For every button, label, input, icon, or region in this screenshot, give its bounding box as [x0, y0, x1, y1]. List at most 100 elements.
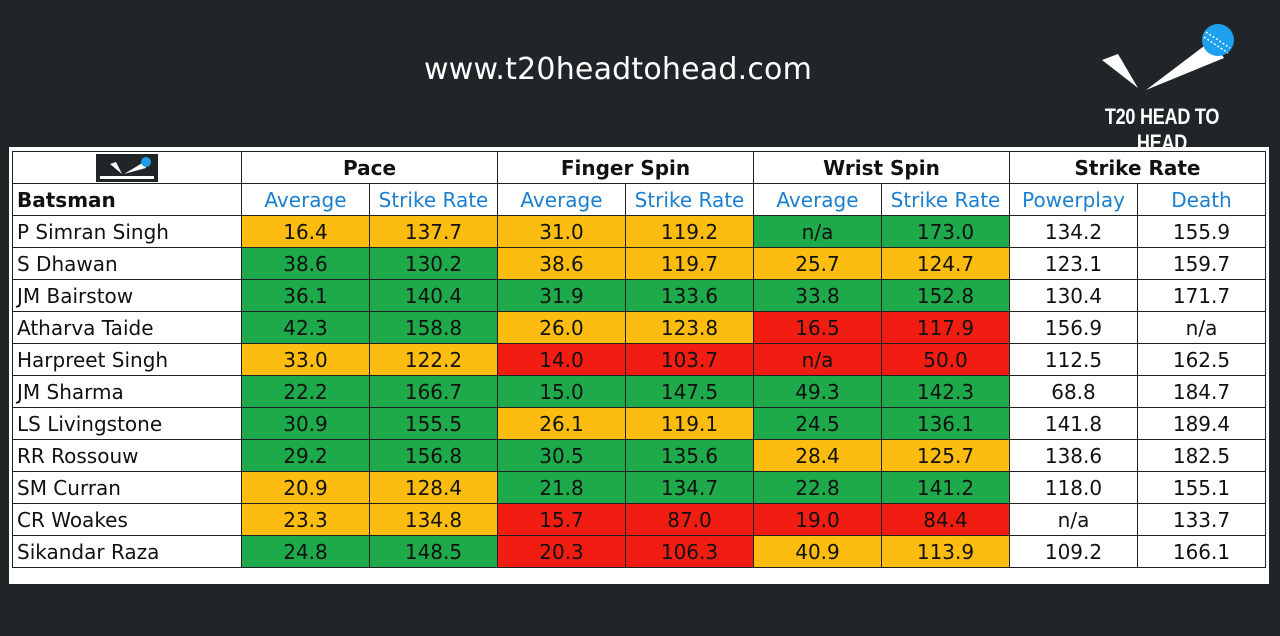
batsman-name: SM Curran: [12, 471, 242, 504]
stat-cell: 20.9: [241, 471, 370, 504]
head-to-head-table: Pace Finger Spin Wrist Spin Strike Rate …: [12, 151, 1266, 568]
stat-cell: 136.1: [881, 407, 1010, 440]
stat-cell: 38.6: [497, 247, 626, 280]
stat-cell: 173.0: [881, 215, 1010, 248]
column-header: Death: [1137, 183, 1266, 216]
table-row: CR Woakes 23.3 134.8 15.7 87.0 19.0 84.4 n/a 133…: [12, 503, 1266, 536]
table-row: JM Bairstow 36.1 140.4 31.9 133.6 33.8 152.8 13…: [12, 279, 1266, 312]
stat-cell: 119.2: [625, 215, 754, 248]
stat-cell: 148.5: [369, 535, 498, 568]
column-header: Average: [497, 183, 626, 216]
stat-cell: 118.0: [1009, 471, 1138, 504]
stat-cell: 184.7: [1137, 375, 1266, 408]
stat-cell: 135.6: [625, 439, 754, 472]
batsman-name: RR Rossouw: [12, 439, 242, 472]
stat-cell: 128.4: [369, 471, 498, 504]
stat-cell: 16.5: [753, 311, 882, 344]
stat-cell: 137.7: [369, 215, 498, 248]
table-row: S Dhawan 38.6 130.2 38.6 119.7 25.7 124.7 123.1…: [12, 247, 1266, 280]
batsman-name: S Dhawan: [12, 247, 242, 280]
stat-cell: 31.9: [497, 279, 626, 312]
stat-cell: n/a: [1009, 503, 1138, 536]
stat-cell: 30.9: [241, 407, 370, 440]
stat-cell: 16.4: [241, 215, 370, 248]
stat-cell: 122.2: [369, 343, 498, 376]
stat-cell: 158.8: [369, 311, 498, 344]
table-row: P Simran Singh 16.4 137.7 31.0 119.2 n/a 173.0…: [12, 215, 1266, 248]
column-header-row: Batsman Average Strike Rate Average Stri…: [12, 183, 1266, 216]
stat-cell: 124.7: [881, 247, 1010, 280]
group-header-finger-spin: Finger Spin: [497, 151, 754, 184]
stat-cell: n/a: [753, 343, 882, 376]
stat-cell: 15.7: [497, 503, 626, 536]
stat-cell: 68.8: [1009, 375, 1138, 408]
stat-cell: 162.5: [1137, 343, 1266, 376]
batsman-name: LS Livingstone: [12, 407, 242, 440]
column-header: Powerplay: [1009, 183, 1138, 216]
stat-cell: 22.2: [241, 375, 370, 408]
stat-cell: 36.1: [241, 279, 370, 312]
stat-cell: 109.2: [1009, 535, 1138, 568]
stat-cell: 25.7: [753, 247, 882, 280]
stat-cell: 130.4: [1009, 279, 1138, 312]
stat-cell: 134.2: [1009, 215, 1138, 248]
stats-sheet: Pace Finger Spin Wrist Spin Strike Rate …: [9, 147, 1269, 584]
batsman-header: Batsman: [12, 183, 242, 216]
column-header: Average: [753, 183, 882, 216]
column-header: Strike Rate: [881, 183, 1010, 216]
column-header: Strike Rate: [625, 183, 754, 216]
stat-cell: 134.7: [625, 471, 754, 504]
stat-cell: n/a: [1137, 311, 1266, 344]
stat-cell: 23.3: [241, 503, 370, 536]
stat-cell: 50.0: [881, 343, 1010, 376]
stat-cell: 133.6: [625, 279, 754, 312]
stat-cell: 130.2: [369, 247, 498, 280]
stat-cell: 31.0: [497, 215, 626, 248]
stat-cell: 166.7: [369, 375, 498, 408]
stat-cell: 26.0: [497, 311, 626, 344]
table-row: Harpreet Singh 33.0 122.2 14.0 103.7 n/a 50.0 1…: [12, 343, 1266, 376]
stat-cell: 112.5: [1009, 343, 1138, 376]
stat-cell: 117.9: [881, 311, 1010, 344]
site-url: www.t20headtohead.com: [423, 52, 813, 87]
group-header-pace: Pace: [241, 151, 498, 184]
stat-cell: 147.5: [625, 375, 754, 408]
stat-cell: 141.2: [881, 471, 1010, 504]
stat-cell: 49.3: [753, 375, 882, 408]
batsman-name: Sikandar Raza: [12, 535, 242, 568]
stat-cell: 33.0: [241, 343, 370, 376]
table-row: SM Curran 20.9 128.4 21.8 134.7 22.8 141.2 118.…: [12, 471, 1266, 504]
stat-cell: 20.3: [497, 535, 626, 568]
t20-head-to-head-logo-icon: [96, 153, 158, 182]
table-row: JM Sharma 22.2 166.7 15.0 147.5 49.3 142.3 68.8…: [12, 375, 1266, 408]
group-header-strike-rate: Strike Rate: [1009, 151, 1266, 184]
stat-cell: 29.2: [241, 439, 370, 472]
stat-cell: 103.7: [625, 343, 754, 376]
stat-cell: 155.5: [369, 407, 498, 440]
brand-name: T20 HEAD TO HEAD: [1104, 104, 1220, 155]
table-body: P Simran Singh 16.4 137.7 31.0 119.2 n/a 173.0…: [12, 215, 1266, 568]
stat-cell: 84.4: [881, 503, 1010, 536]
table-row: LS Livingstone 30.9 155.5 26.1 119.1 24.5 136.…: [12, 407, 1266, 440]
stat-cell: 141.8: [1009, 407, 1138, 440]
table-row: RR Rossouw 29.2 156.8 30.5 135.6 28.4 125.7 138…: [12, 439, 1266, 472]
stat-cell: 119.7: [625, 247, 754, 280]
brand-logo: T20 HEAD TO HEAD: [1060, 18, 1270, 155]
stat-cell: 142.3: [881, 375, 1010, 408]
stat-cell: 123.1: [1009, 247, 1138, 280]
stat-cell: 156.9: [1009, 311, 1138, 344]
stat-cell: 166.1: [1137, 535, 1266, 568]
table-row: Atharva Taide 42.3 158.8 26.0 123.8 16.5 117.9…: [12, 311, 1266, 344]
stat-cell: 133.7: [1137, 503, 1266, 536]
stat-cell: 156.8: [369, 439, 498, 472]
stat-cell: n/a: [753, 215, 882, 248]
group-header-wrist-spin: Wrist Spin: [753, 151, 1010, 184]
batsman-name: CR Woakes: [12, 503, 242, 536]
stat-cell: 182.5: [1137, 439, 1266, 472]
stat-cell: 40.9: [753, 535, 882, 568]
stat-cell: 123.8: [625, 311, 754, 344]
stat-cell: 159.7: [1137, 247, 1266, 280]
stat-cell: 87.0: [625, 503, 754, 536]
batsman-name: Harpreet Singh: [12, 343, 242, 376]
batsman-name: P Simran Singh: [12, 215, 242, 248]
